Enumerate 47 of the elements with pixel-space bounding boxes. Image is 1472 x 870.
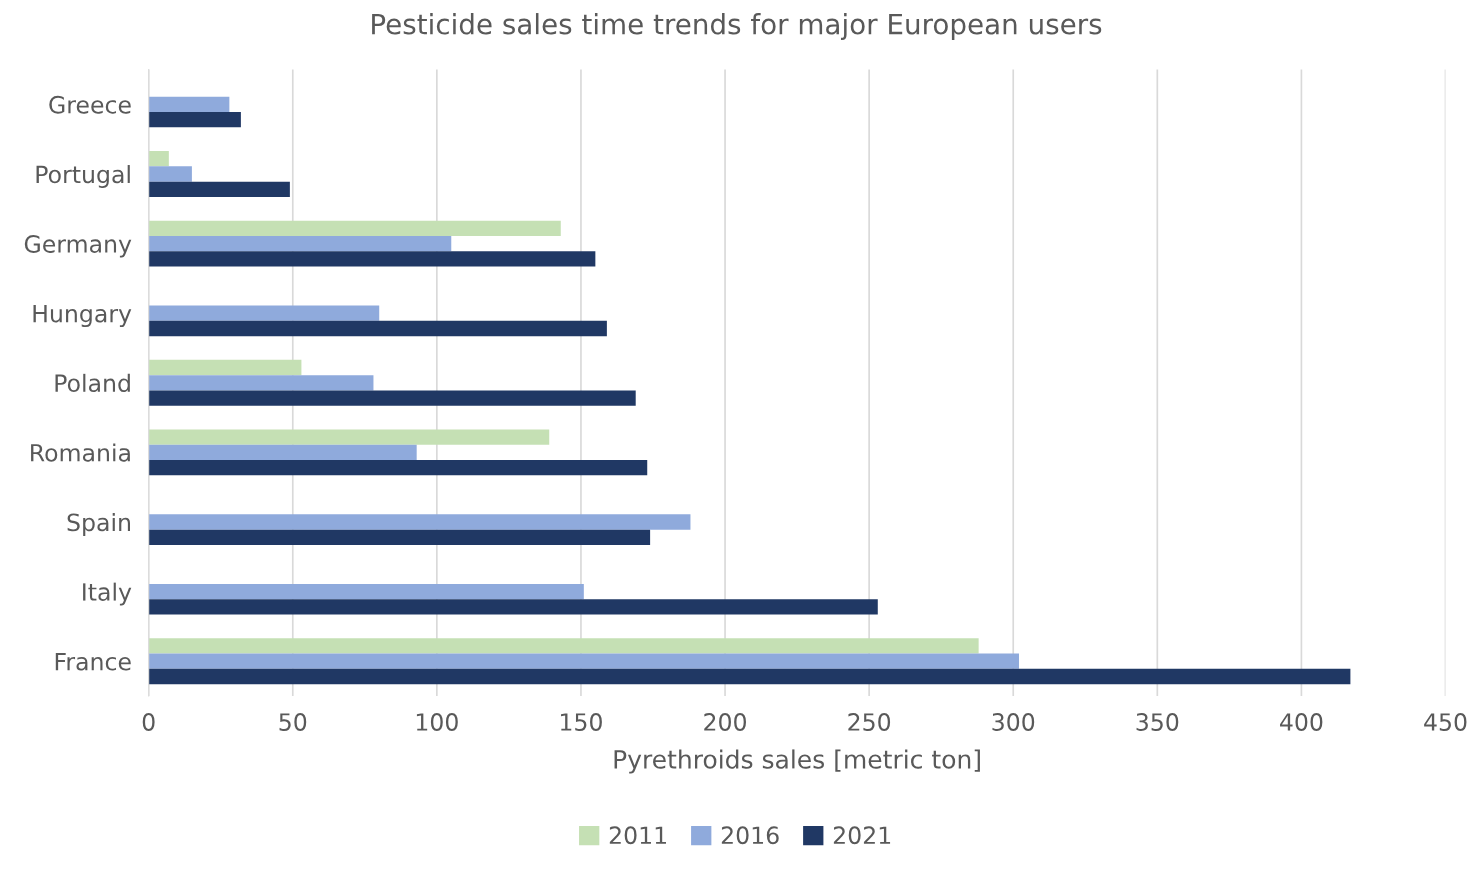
bar [148,514,691,530]
bar [148,181,290,197]
x-tick-label: 0 [142,713,155,731]
bar [148,444,417,461]
x-tick-label: 100 [416,713,458,731]
legend-label: 2011 [609,826,666,845]
bar [148,96,230,113]
x-tick-label: 400 [1280,713,1323,731]
y-tick-label: Greece [49,95,131,114]
bar [148,429,550,445]
bar [148,220,561,236]
y-tick-label: Portugal [36,165,130,188]
bar [148,235,452,252]
y-tick-label: Germany [24,235,132,258]
legend-label: 2021 [833,826,891,845]
x-axis-title: Pyrethroids sales [metric ton] [614,749,980,774]
y-tick-label: Romania [31,443,130,462]
bar [148,305,380,321]
y-tick-label: France [55,652,131,671]
bar [148,112,241,128]
x-tick-label: 450 [1424,713,1467,731]
bar [148,320,607,337]
bar [148,251,596,267]
x-tick-label: 50 [279,713,307,731]
bar [148,460,648,476]
bar [148,390,636,406]
bar [148,151,169,167]
x-tick-label: 250 [848,713,891,731]
y-tick-label: Italy [83,582,132,606]
bar [148,583,584,600]
y-tick-label: Hungary [33,304,132,328]
x-tick-label: 300 [992,713,1035,731]
bar [148,653,1019,669]
x-tick-label: 350 [1136,713,1179,731]
y-tick-label: Spain [67,513,130,536]
bar [148,529,651,545]
bar [148,166,192,182]
chart-title: Pesticide sales time trends for major European users [372,13,1102,40]
bar [148,599,878,615]
bar [148,359,302,376]
y-tick-label: Poland [55,373,130,393]
bar [148,668,1351,685]
x-tick-label: 150 [561,713,602,731]
legend-label: 2016 [721,826,779,845]
bar [148,375,374,391]
x-tick-label: 200 [704,713,747,731]
bar [148,638,979,654]
